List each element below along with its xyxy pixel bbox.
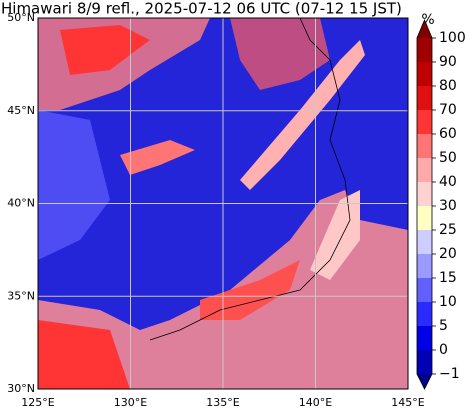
colorbar-tick-label: 20 bbox=[439, 246, 457, 262]
lat-tick-label: 35°N bbox=[7, 289, 35, 302]
colorbar-extend-high bbox=[417, 20, 432, 38]
colorbar-segment bbox=[417, 302, 432, 326]
title: Himawari 8/9 refl., 2025-07-12 06 UTC (0… bbox=[1, 0, 402, 18]
colorbar-tick-label: 40 bbox=[439, 174, 457, 190]
colorbar-tick-label: 80 bbox=[439, 78, 457, 94]
lat-tick-label: 30°N bbox=[7, 382, 35, 395]
colorbar-tick-label: 25 bbox=[439, 222, 457, 238]
colorbar-tick-label: 70 bbox=[439, 102, 457, 118]
colorbar-segment bbox=[417, 350, 432, 374]
colorbar-segment bbox=[417, 86, 432, 110]
colorbar-tick-label: 90 bbox=[439, 54, 457, 70]
cloud bbox=[120, 140, 195, 175]
colorbar-tick-label: 30 bbox=[439, 198, 457, 214]
colorbar-segment bbox=[417, 158, 432, 182]
lat-tick-label: 50°N bbox=[7, 11, 35, 24]
colorbar-segment bbox=[417, 254, 432, 278]
lon-tick-label: 130°E bbox=[114, 396, 147, 409]
colorbar-tick-label: 100 bbox=[439, 30, 466, 46]
cloud bbox=[60, 25, 150, 75]
cloud bbox=[200, 260, 300, 320]
lon-tick-label: 135°E bbox=[206, 396, 239, 409]
lat-tick-label: 45°N bbox=[7, 104, 35, 117]
cloud bbox=[38, 110, 110, 260]
colorbar-tick-label: 15 bbox=[439, 270, 457, 286]
colorbar-segment bbox=[417, 38, 432, 62]
cloud bbox=[38, 320, 130, 389]
lon-tick-label: 145°E bbox=[391, 396, 424, 409]
lat-tick-label: 40°N bbox=[7, 197, 35, 210]
plot-frame bbox=[37, 17, 409, 390]
coastline bbox=[149, 18, 351, 341]
colorbar-extend-low bbox=[417, 374, 432, 389]
colorbar-segment bbox=[417, 182, 432, 206]
colorbar-segment bbox=[417, 134, 432, 158]
colorbar-segment bbox=[417, 326, 432, 350]
lon-tick-label: 140°E bbox=[299, 396, 332, 409]
colorbar-segment bbox=[417, 278, 432, 302]
lon-tick-label: 125°E bbox=[21, 396, 54, 409]
colorbar-tick-label: 0 bbox=[439, 342, 448, 358]
colorbar-tick-label: 60 bbox=[439, 126, 457, 142]
cloud bbox=[230, 18, 330, 90]
colorbar-tick-label: 5 bbox=[439, 318, 448, 334]
colorbar-segment bbox=[417, 230, 432, 254]
cloud bbox=[240, 40, 365, 190]
colorbar-segment bbox=[417, 110, 432, 134]
colorbar-tick-label: −1 bbox=[439, 366, 460, 382]
colorbar-tick-label: 50 bbox=[439, 150, 457, 166]
colorbar-segment bbox=[417, 62, 432, 86]
cloud bbox=[310, 190, 360, 280]
colorbar-segment bbox=[417, 206, 432, 230]
colorbar-tick-label: 10 bbox=[439, 294, 457, 310]
